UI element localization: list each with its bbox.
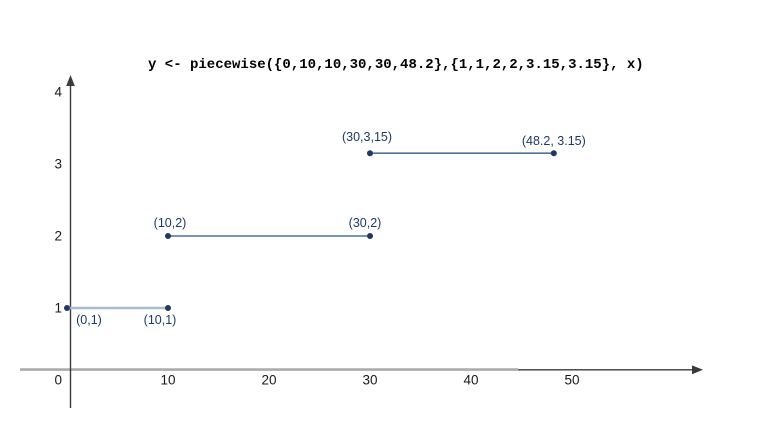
x-tick-label: 40 [463,373,478,388]
y-tick-label: 3 [54,157,62,172]
x-tick-label: 20 [261,373,276,388]
y-axis-arrowhead-icon [66,75,75,86]
x-axis-arrowhead-icon [692,365,703,375]
point-label: (30,2) [349,216,382,230]
data-point [550,150,557,157]
x-tick-label: 30 [362,373,377,388]
y-tick-label: 1 [54,301,62,316]
data-point [165,233,171,239]
x-tick-label: 10 [160,373,175,388]
data-point [367,233,373,239]
y-tick-label: 2 [54,229,62,244]
data-point [64,305,70,311]
point-label: (10,2) [154,216,187,230]
point-label: (0,1) [76,313,102,327]
point-label: (10,1) [144,313,177,327]
x-tick-label: 50 [564,373,579,388]
data-point [165,305,171,311]
point-label: (30,3,15) [342,130,392,144]
y-tick-label: 4 [54,85,62,100]
plot-title: y <- piecewise({0,10,10,30,30,48.2},{1,1… [148,57,644,73]
data-point [367,150,373,157]
point-label: (48.2, 3.15) [522,134,586,148]
x-tick-label: 0 [54,373,62,388]
